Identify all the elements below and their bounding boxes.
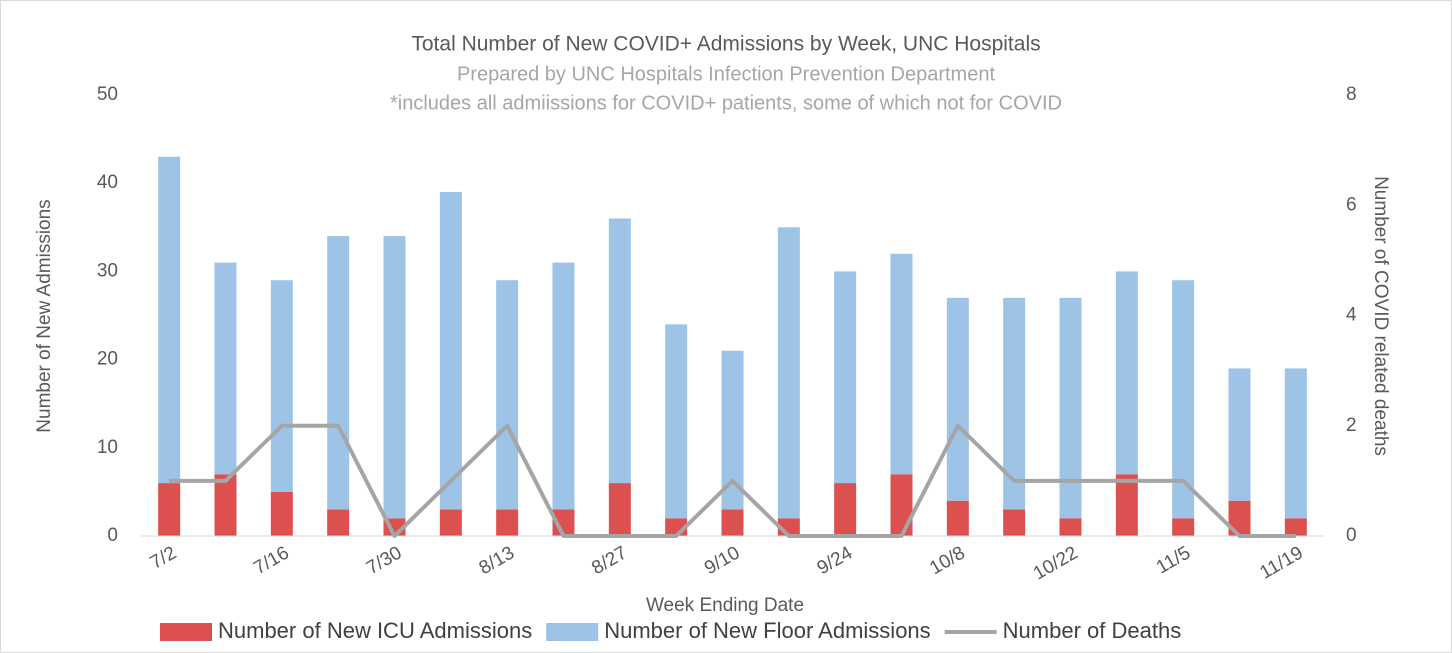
- legend-swatch: [546, 623, 599, 641]
- bar: [1228, 500, 1251, 536]
- bar: [327, 509, 350, 536]
- y-tick-label: 20: [97, 349, 118, 370]
- bar: [496, 509, 519, 536]
- bar: [496, 280, 519, 510]
- bar: [158, 483, 181, 536]
- bar: [1059, 518, 1082, 536]
- bar: [777, 227, 800, 519]
- bar: [946, 297, 969, 501]
- y-tick-label: 50: [97, 84, 118, 105]
- legend-label: Number of New Floor Admissions: [604, 618, 930, 643]
- y-axis-label: Number of New Admissions: [34, 199, 55, 432]
- y2-axis-label: Number of COVID related deaths: [1370, 176, 1391, 456]
- y2-tick-label: 2: [1346, 415, 1357, 436]
- bar: [665, 324, 688, 519]
- bar: [1115, 474, 1138, 536]
- bar: [327, 236, 350, 510]
- bar: [721, 509, 744, 536]
- y-tick-label: 0: [107, 525, 118, 546]
- bar: [439, 509, 462, 536]
- bar: [270, 280, 293, 492]
- bar: [1115, 271, 1138, 475]
- legend-swatch: [160, 623, 212, 641]
- bar: [608, 218, 631, 484]
- y2-tick-label: 0: [1346, 525, 1357, 546]
- bar: [1003, 297, 1026, 510]
- chart-note: *includes all admiissions for COVID+ pat…: [390, 92, 1062, 114]
- bar: [1228, 368, 1251, 501]
- chart-title: Total Number of New COVID+ Admissions by…: [411, 33, 1040, 56]
- bar: [1172, 518, 1195, 536]
- bar: [1284, 518, 1307, 536]
- legend-label: Number of New ICU Admissions: [218, 618, 532, 643]
- x-axis-label: Week Ending Date: [646, 595, 804, 616]
- y-tick-label: 10: [97, 437, 118, 458]
- bar: [608, 483, 631, 536]
- y2-tick-label: 6: [1346, 194, 1357, 215]
- y2-tick-label: 4: [1346, 305, 1357, 326]
- bar: [1284, 368, 1307, 519]
- legend-label: Number of Deaths: [1003, 618, 1182, 643]
- y-tick-label: 30: [97, 260, 118, 281]
- chart-subtitle: Prepared by UNC Hospitals Infection Prev…: [457, 63, 995, 85]
- bar: [270, 491, 293, 536]
- line-series: [169, 423, 1296, 538]
- bar: [552, 262, 575, 510]
- bar: [890, 474, 913, 536]
- bar: [890, 253, 913, 475]
- bar: [1172, 280, 1195, 519]
- bar: [834, 483, 857, 536]
- bar: [1003, 509, 1026, 536]
- bar: [214, 474, 237, 536]
- bar: [721, 350, 744, 510]
- y-tick-label: 40: [97, 172, 118, 193]
- bar: [946, 500, 969, 536]
- y2-tick-label: 8: [1346, 84, 1357, 105]
- bar: [214, 262, 237, 475]
- bar: [834, 271, 857, 484]
- bar: [383, 236, 406, 519]
- bar: [439, 192, 462, 510]
- bar: [158, 156, 181, 484]
- bar: [1059, 297, 1082, 519]
